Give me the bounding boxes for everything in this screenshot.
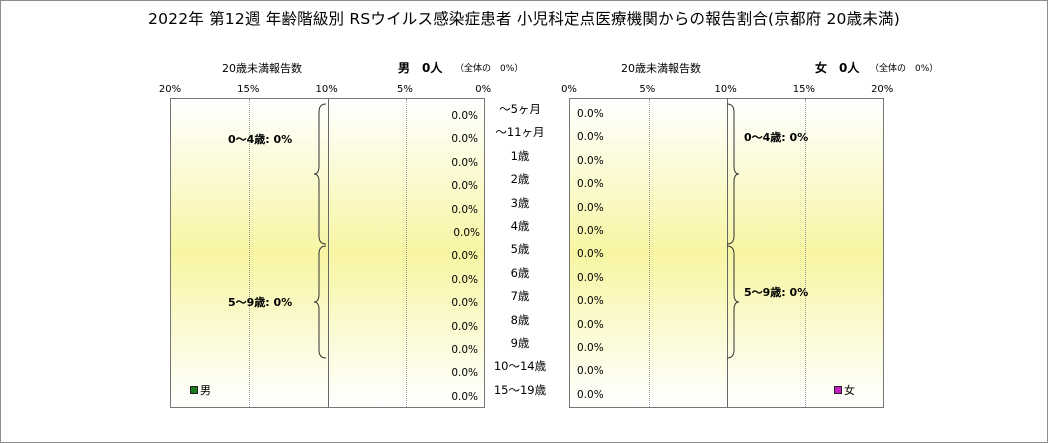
female-plot-area [569,98,884,408]
female-value-label: 0.0% [577,388,604,401]
male-tick-label: 15% [237,84,260,95]
female-tick-label: 5% [639,84,656,95]
age-category-label: ～5ヶ月 [499,102,541,116]
female-share: （全体の 0%） [870,64,939,74]
female-value-label: 0.0% [577,318,604,331]
gridline [406,99,407,407]
legend-male-label: 男 [200,384,211,397]
age-category-label: 5歳 [510,242,530,257]
female-value-label: 0.0% [577,342,604,354]
male-value-label: 0.0% [451,390,478,403]
female-tick-label: 20% [871,84,894,95]
male-value-label: 0.0% [451,110,478,122]
male-tick-label: 10% [315,84,338,95]
age-category-label: 10～14歳 [493,359,547,374]
male-value-label: 0.0% [451,297,478,310]
male-brace-5-9 [313,245,327,359]
female-value-label: 0.0% [577,248,604,261]
age-category-label: 3歳 [510,195,530,210]
male-value-label: 0.0% [451,250,478,263]
female-value-label: 0.0% [577,225,604,237]
gridline [649,99,650,407]
legend-female-swatch [834,386,842,394]
age-category-label: 1歳 [510,148,530,163]
male-brace-0-4 [313,103,327,245]
male-value-label: 0.0% [453,227,480,239]
age-category-label: 2歳 [510,172,530,187]
female-count: 女 0人 [815,61,860,75]
female-value-label: 0.0% [577,154,604,167]
age-category-label: 8歳 [510,312,530,327]
gridline [328,99,329,407]
female-group-0-4-label: 0～4歳: 0% [744,131,809,144]
age-category-label: 15～19歳 [493,382,547,397]
female-brace-5-9 [726,245,740,359]
female-value-label: 0.0% [577,178,604,191]
male-value-label: 0.0% [451,156,478,169]
male-value-label: 0.0% [451,344,478,356]
age-category-label: 7歳 [510,289,530,304]
male-axis-label: 20歳未満報告数 [222,62,302,75]
gridline [249,99,250,407]
male-value-label: 0.0% [451,133,478,146]
male-group-5-9-label: 5～9歳: 0% [228,296,293,309]
female-group-5-9-label: 5～9歳: 0% [744,286,809,299]
age-category-label: 6歳 [510,265,530,280]
female-value-label: 0.0% [577,131,604,144]
age-category-label: ～11ヶ月 [495,125,545,140]
male-group-0-4-label: 0～4歳: 0% [228,133,293,146]
male-value-label: 0.0% [451,273,478,286]
age-category-label: 9歳 [510,336,530,350]
female-tick-label: 15% [792,84,816,95]
male-tick-label: 5% [396,84,413,95]
female-axis-label: 20歳未満報告数 [621,62,701,75]
female-value-label: 0.0% [577,271,604,284]
male-value-label: 0.0% [451,180,478,193]
female-value-label: 0.0% [577,295,604,308]
gridline [805,99,806,407]
male-count: 男 0人 [398,61,443,75]
female-brace-0-4 [726,103,740,245]
legend-female: 女 [834,382,855,398]
male-value-label: 0.0% [451,203,478,216]
male-tick-label: 20% [158,84,182,95]
female-value-label: 0.0% [577,201,604,214]
legend-male: 男 [190,382,211,398]
male-plot-area [170,98,485,408]
chart-title: 2022年 第12週 年齢階級別 RSウイルス感染症患者 小児科定点医療機関から… [148,10,900,28]
male-value-label: 0.0% [451,320,478,333]
legend-female-label: 女 [844,384,855,397]
age-category-label: 4歳 [510,219,530,233]
male-share: （全体の 0%） [455,64,524,74]
female-value-label: 0.0% [577,365,604,378]
gridline [727,99,728,407]
female-tick-label: 10% [714,84,737,95]
male-value-label: 0.0% [451,367,478,380]
legend-male-swatch [190,386,198,394]
female-value-label: 0.0% [577,108,604,120]
female-tick-label: 0% [561,84,577,95]
male-tick-label: 0% [475,84,492,95]
